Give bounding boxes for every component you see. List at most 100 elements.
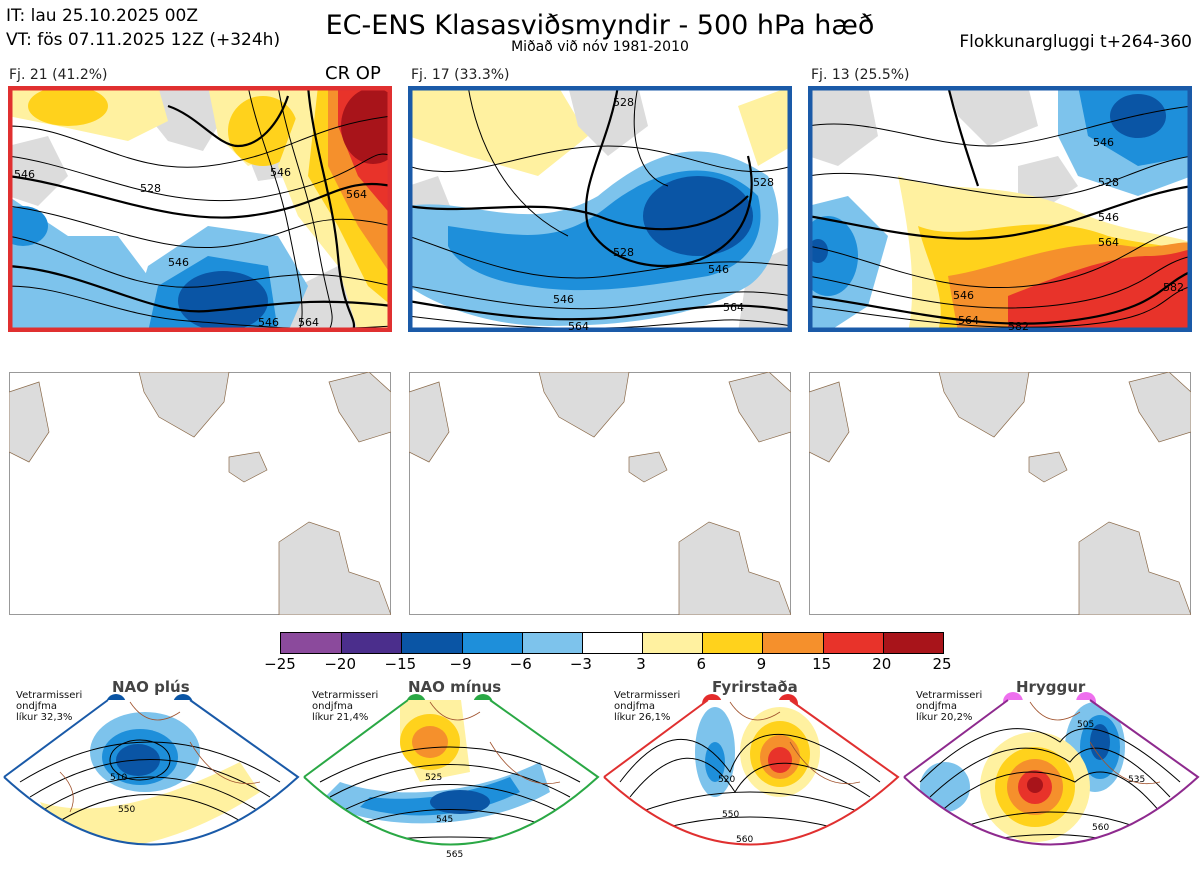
contour-label: 505 [1077,720,1094,730]
contour-label: 528 [613,96,634,109]
contour-label: 564 [1098,236,1119,249]
colorbar-swatch [762,633,823,653]
colorbar-swatch [521,633,582,653]
contour-label: 560 [1092,823,1109,833]
regime-map-4: 505 535 560 [903,692,1200,846]
regime-note: líkur 26,1% [614,712,671,723]
contour-label: 528 [140,182,161,195]
contour-label: 528 [613,246,634,259]
colorbar-tick-label: 6 [696,655,707,673]
colorbar-ticks: −25 −20 −15 −9 −6 −3 3 6 9 15 20 25 [260,656,962,674]
contour-label: 546 [258,316,279,329]
cluster-1-label: Fj. 21 (41.2%) [9,67,108,83]
colorbar-tick-label: −25 [264,655,296,673]
regime-panel-nao-plus: NAO plús Vetrarmisseri ondjfma líkur 32,… [0,678,300,871]
regime-name: Fyrirstaða [712,678,798,696]
contour-label: 564 [958,314,979,327]
empty-map-3 [809,372,1191,615]
colorbar-tick-label: 20 [872,655,892,673]
regime-note: líkur 21,4% [312,712,369,723]
regime-note: ondjfma [916,701,957,712]
contour-label: 564 [346,188,367,201]
colorbar-tick-label: −20 [324,655,356,673]
regime-note: Vetrarmisseri [312,690,379,701]
contour-label: 546 [1098,211,1119,224]
contour-label: 528 [753,176,774,189]
colorbar-swatch [822,633,883,653]
regime-map-3: 520 550 560 [603,694,900,846]
colorbar-tick-label: 25 [932,655,952,673]
page-subtitle: Miðað við nóv 1981-2010 [511,39,689,55]
regime-name: NAO plús [112,678,190,696]
colorbar-swatch [642,633,703,653]
regime-panel-blocking: Fyrirstaða Vetrarmisseri ondjfma líkur 2… [600,678,900,871]
regime-note: ondjfma [312,701,353,712]
regime-note: líkur 20,2% [916,712,973,723]
cluster-2-label: Fj. 17 (33.3%) [411,67,510,83]
colorbar-tick-label: 9 [756,655,767,673]
contour-label: 550 [118,805,135,815]
colorbar-tick-label: −6 [509,655,532,673]
colorbar-tick-label: 3 [636,655,646,673]
empty-map-1 [9,372,391,615]
contour-label: 582 [1163,281,1184,294]
cluster-map-3: 528 546 546 564 582 582 546 564 [808,86,1192,332]
regime-panel-nao-minus: NAO mínus Vetrarmisseri ondjfma líkur 21… [300,678,600,871]
cluster-1-frame [8,86,392,332]
contour-label: 560 [736,835,753,845]
colorbar-swatch [581,633,643,653]
colorbar [280,632,944,654]
contour-label: 565 [446,850,463,860]
cluster-map-2: 528 528 546 546 564 564 528 [408,86,792,332]
regime-note: ondjfma [16,701,57,712]
colorbar-swatch [401,633,462,653]
regime-note: ondjfma [614,701,655,712]
colorbar-tick-label: −3 [569,655,592,673]
contour-label: 546 [270,166,291,179]
colorbar-tick-label: −9 [449,655,472,673]
colorbar-swatch [461,633,522,653]
colorbar-tick-label: 15 [812,655,832,673]
valid-time: VT: fös 07.11.2025 12Z (+324h) [6,30,281,50]
cluster-3-label: Fj. 13 (25.5%) [811,67,910,83]
regime-note: líkur 32,3% [16,712,73,723]
regime-map-2: 525 545 565 [303,694,600,860]
cluster-2-frame [408,86,792,332]
cluster-window: Flokkunargluggi t+264-360 [959,32,1192,52]
contour-label: 546 [1093,136,1114,149]
regime-map-1: 510 550 [3,694,300,846]
contour-label: 535 [1128,775,1145,785]
cluster-1-tag: CR OP [325,63,381,84]
contour-label: 546 [14,168,35,181]
contour-label: 564 [723,301,744,314]
contour-label: 550 [722,810,739,820]
contour-label: 546 [953,289,974,302]
cluster-3-frame [808,86,1192,332]
regime-name: Hryggur [1016,678,1086,696]
contour-label: 528 [1098,176,1119,189]
contour-label: 564 [568,320,589,332]
contour-label: 545 [436,815,453,825]
colorbar-tick-label: −15 [384,655,417,673]
contour-label: 582 [1008,320,1029,332]
page-title: EC-ENS Klasasviðsmyndir - 500 hPa hæð [325,10,875,41]
contour-label: 520 [718,775,735,785]
empty-map-2 [409,372,791,615]
initial-time: IT: lau 25.10.2025 00Z [6,6,198,26]
contour-label: 546 [553,293,574,306]
contour-label: 525 [425,773,442,783]
regime-name: NAO mínus [408,678,502,696]
contour-label: 546 [708,263,729,276]
colorbar-swatch [702,633,763,653]
colorbar-swatch [341,633,402,653]
contour-label: 546 [168,256,189,269]
regime-note: Vetrarmisseri [614,690,681,701]
contour-label: 564 [298,316,319,329]
cluster-map-1: 546 528 546 564 546 564 546 [8,86,392,332]
contour-label: 510 [110,773,127,783]
regime-note: Vetrarmisseri [916,690,983,701]
colorbar-swatch [281,633,342,653]
regime-panel-ridge: Hryggur Vetrarmisseri ondjfma líkur 20,2… [900,678,1200,871]
colorbar-swatch [882,633,943,653]
regime-note: Vetrarmisseri [16,690,83,701]
